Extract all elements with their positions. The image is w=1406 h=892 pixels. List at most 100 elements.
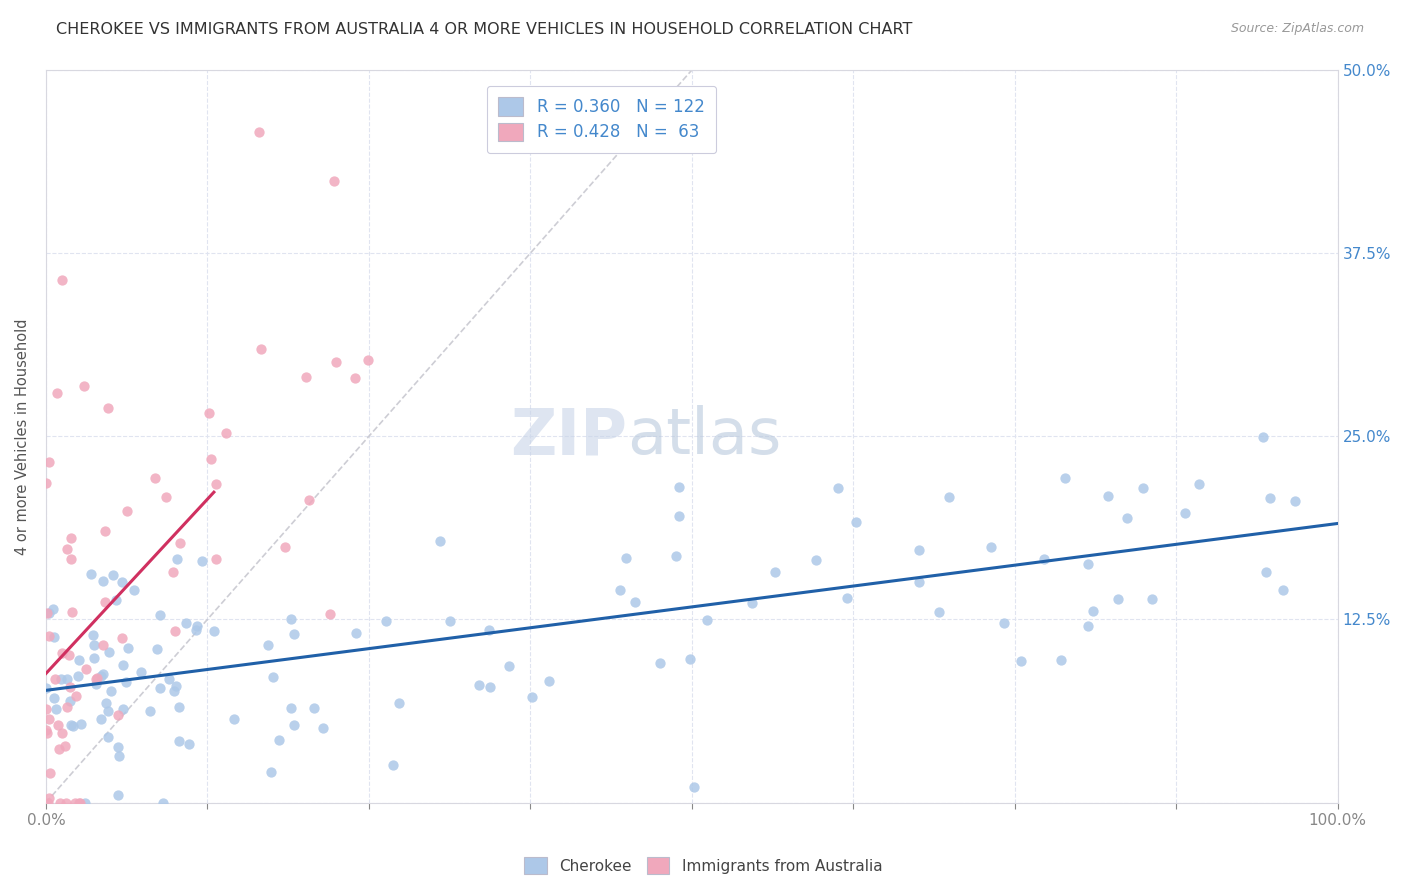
Point [75, 662, 97, 676]
Point [222, 712, 245, 726]
Point [1107, 592, 1129, 607]
Point [478, 623, 501, 637]
Point [280, 701, 302, 715]
Point [67, 653, 90, 667]
Point [1054, 471, 1077, 485]
Legend: Cherokee, Immigrants from Australia: Cherokee, Immigrants from Australia [517, 851, 889, 880]
Point [247, 125, 270, 139]
Point [86, 671, 108, 685]
Point [94, 524, 117, 539]
Text: atlas: atlas [627, 405, 782, 467]
Point [51, 273, 73, 287]
Point [157, 673, 180, 687]
Point [267, 733, 290, 747]
Point [980, 541, 1002, 555]
Point [94, 595, 117, 609]
Point [62, 719, 84, 733]
Point [55, 796, 77, 810]
Point [679, 652, 702, 666]
Point [56, 700, 79, 714]
Point [35, 681, 58, 695]
Point [357, 352, 380, 367]
Point [38, 454, 60, 468]
Point [804, 553, 827, 567]
Point [91, 638, 114, 652]
Point [696, 613, 718, 627]
Point [908, 575, 931, 590]
Point [97, 401, 120, 415]
Point [42, 602, 65, 616]
Point [1116, 511, 1139, 525]
Point [928, 605, 950, 619]
Point [166, 551, 188, 566]
Point [73, 796, 96, 810]
Point [1188, 477, 1211, 491]
Point [325, 355, 347, 369]
Point [46, 386, 69, 401]
Point [835, 591, 858, 605]
Point [1077, 619, 1099, 633]
Point [107, 740, 129, 755]
Point [174, 616, 197, 631]
Point [283, 627, 305, 641]
Point [169, 536, 191, 550]
Point [35, 723, 58, 738]
Point [323, 174, 346, 188]
Point [38, 606, 60, 620]
Point [37, 726, 59, 740]
Point [152, 796, 174, 810]
Point [1140, 591, 1163, 606]
Point [44, 672, 66, 686]
Point [295, 369, 318, 384]
Point [83, 651, 105, 665]
Point [69, 796, 91, 810]
Point [101, 568, 124, 582]
Point [107, 708, 129, 723]
Point [191, 554, 214, 568]
Point [107, 788, 129, 802]
Text: ZIP: ZIP [510, 405, 627, 467]
Point [42, 630, 65, 644]
Point [58, 680, 80, 694]
Point [165, 624, 187, 638]
Point [97, 704, 120, 718]
Point [537, 673, 560, 688]
Point [129, 665, 152, 679]
Point [91, 574, 114, 589]
Point [311, 722, 333, 736]
Point [48, 796, 70, 810]
Point [63, 796, 86, 810]
Point [111, 702, 134, 716]
Point [155, 490, 177, 504]
Point [683, 780, 706, 794]
Point [614, 551, 637, 566]
Point [200, 451, 222, 466]
Point [44, 690, 66, 705]
Point [1097, 488, 1119, 502]
Point [35, 475, 58, 490]
Point [149, 681, 172, 696]
Point [938, 490, 960, 504]
Point [429, 533, 451, 548]
Point [374, 615, 396, 629]
Point [90, 668, 112, 682]
Point [111, 657, 134, 672]
Point [163, 684, 186, 698]
Point [83, 638, 105, 652]
Point [48, 741, 70, 756]
Point [38, 712, 60, 726]
Point [1272, 583, 1295, 598]
Point [143, 470, 166, 484]
Point [90, 712, 112, 726]
Point [108, 748, 131, 763]
Point [520, 690, 543, 704]
Point [46, 717, 69, 731]
Point [165, 679, 187, 693]
Point [205, 476, 228, 491]
Point [117, 504, 139, 518]
Point [478, 680, 501, 694]
Point [100, 684, 122, 698]
Point [1081, 604, 1104, 618]
Point [262, 670, 284, 684]
Point [343, 371, 366, 385]
